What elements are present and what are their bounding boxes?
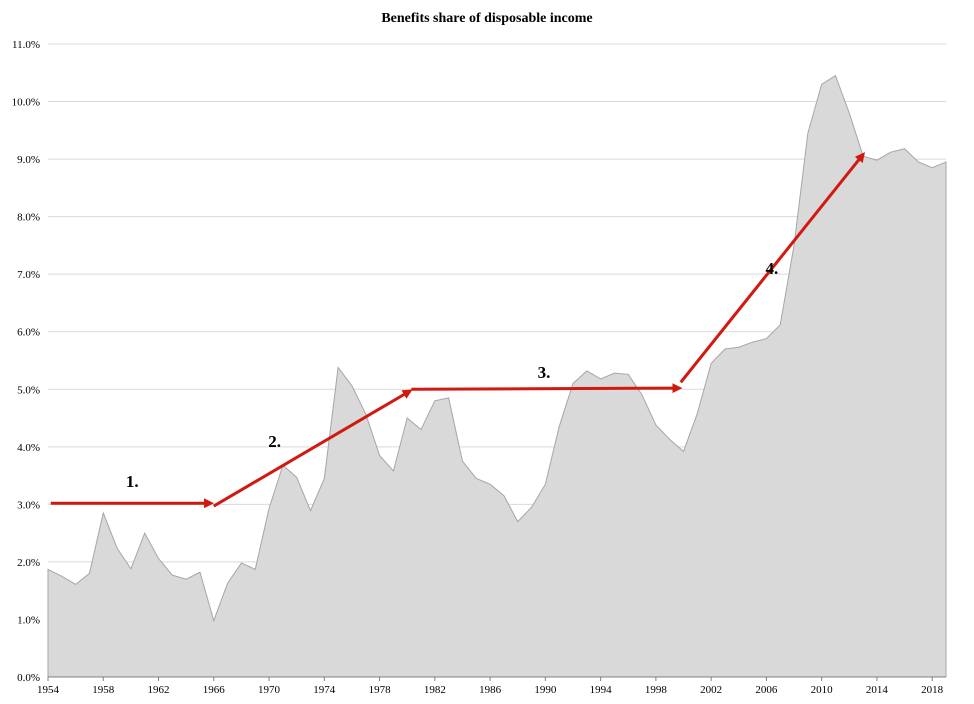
y-tick-label: 4.0%	[17, 442, 40, 454]
annotation-labels: 1. 2. 3. 4.	[126, 259, 778, 491]
x-tick-label: 1970	[258, 684, 281, 696]
annotation-label-4: 4.	[766, 259, 779, 278]
chart-title: Benefits share of disposable income	[381, 11, 592, 26]
x-tick-label: 1982	[424, 684, 446, 696]
annotation-label-2: 2.	[268, 432, 281, 451]
x-tick-label: 2018	[921, 684, 944, 696]
annotation-arrow-4	[679, 152, 865, 384]
x-tick-label: 1978	[369, 684, 392, 696]
x-tick-label: 2006	[755, 684, 778, 696]
data-area	[47, 74, 947, 678]
y-tick-label: 9.0%	[17, 154, 40, 166]
x-tick-label: 1966	[203, 684, 226, 696]
annotation-label-1: 1.	[126, 472, 139, 491]
x-tick-label: 2014	[866, 684, 889, 696]
x-tick-label: 1998	[645, 684, 668, 696]
annotation-label-3: 3.	[538, 363, 551, 382]
x-tick-label: 1958	[92, 684, 115, 696]
annotation-arrow-2	[213, 389, 413, 508]
x-tick-label: 2002	[700, 684, 722, 696]
x-tick-label: 2010	[811, 684, 834, 696]
y-tick-label: 7.0%	[17, 269, 40, 281]
x-tick-label: 1962	[148, 684, 170, 696]
y-tick-label: 1.0%	[17, 614, 40, 626]
y-tick-label: 5.0%	[17, 384, 40, 396]
series-area	[47, 74, 947, 678]
x-tick-label: 1994	[590, 684, 613, 696]
y-tick-label: 6.0%	[17, 327, 40, 339]
y-tick-label: 2.0%	[17, 557, 40, 569]
y-tick-label: 0.0%	[17, 672, 40, 684]
y-tick-label: 10.0%	[12, 97, 40, 109]
y-tick-label: 11.0%	[12, 39, 40, 51]
y-tick-label: 8.0%	[17, 212, 40, 224]
annotation-arrow-3	[411, 383, 683, 394]
annotation-arrows	[50, 152, 865, 509]
x-tick-label: 1990	[534, 684, 557, 696]
y-tick-label: 3.0%	[17, 499, 40, 511]
x-tick-label: 1954	[37, 684, 60, 696]
x-tick-label: 1986	[479, 684, 502, 696]
x-tick-label: 1974	[313, 684, 336, 696]
axes: 0.0% 1.0% 2.0% 3.0% 4.0% 5.0% 6.0% 7.0% 8.0% 9.0%…	[12, 39, 946, 696]
